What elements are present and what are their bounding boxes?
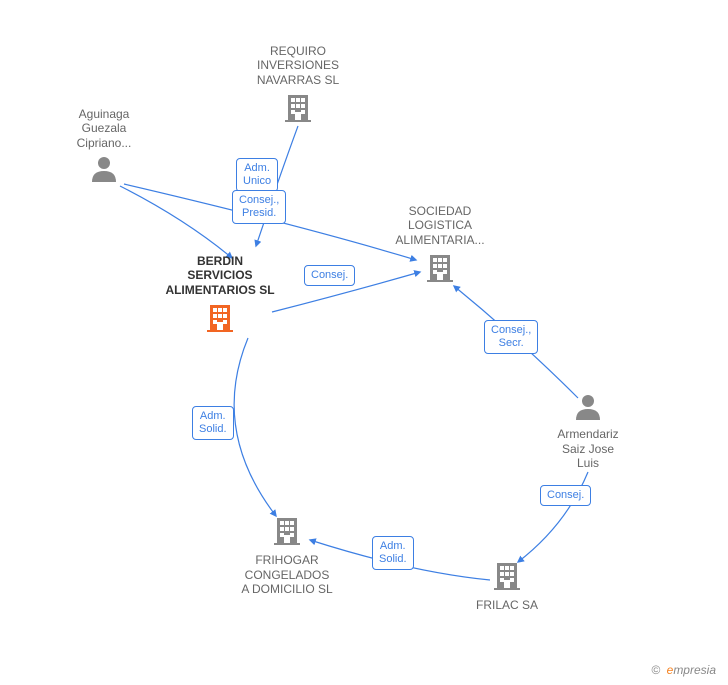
node-label: FRIHOGAR CONGELADOS A DOMICILIO SL bbox=[227, 553, 347, 596]
diagram-canvas: REQUIRO INVERSIONES NAVARRAS SL Aguinaga… bbox=[0, 0, 728, 685]
building-icon bbox=[204, 301, 236, 336]
node-aguinaga[interactable]: Aguinaga Guezala Cipriano... bbox=[44, 107, 164, 186]
edge-label-armend-frilac: Consej. bbox=[540, 485, 591, 506]
edge-label-aguinaga-berdin: Consej., Presid. bbox=[232, 190, 286, 224]
building-icon bbox=[282, 91, 314, 126]
node-label: FRILAC SA bbox=[447, 598, 567, 612]
copyright-symbol: © bbox=[651, 663, 660, 677]
brand-rest: mpresia bbox=[673, 663, 716, 677]
footer-copyright: © empresia bbox=[651, 663, 716, 677]
edge-aguinaga-berdin bbox=[120, 186, 232, 258]
edge-berdin-frihogar bbox=[234, 338, 276, 516]
node-sociedad[interactable]: SOCIEDAD LOGISTICA ALIMENTARIA... bbox=[380, 204, 500, 287]
edge-label-berdin-frihogar: Adm. Solid. bbox=[192, 406, 234, 440]
node-label: Armendariz Saiz Jose Luis bbox=[528, 427, 648, 470]
building-icon bbox=[271, 514, 303, 549]
edge-label-requiro-berdin: Adm. Unico bbox=[236, 158, 278, 192]
node-label: SOCIEDAD LOGISTICA ALIMENTARIA... bbox=[380, 204, 500, 247]
node-label: Aguinaga Guezala Cipriano... bbox=[44, 107, 164, 150]
building-icon bbox=[424, 251, 456, 286]
person-icon bbox=[90, 154, 118, 185]
node-label: BERDIN SERVICIOS ALIMENTARIOS SL bbox=[160, 254, 280, 297]
node-frihogar[interactable]: FRIHOGAR CONGELADOS A DOMICILIO SL bbox=[227, 514, 347, 597]
edge-label-berdin-sociedad: Consej. bbox=[304, 265, 355, 286]
building-icon bbox=[491, 559, 523, 594]
edge-label-frilac-frihogar: Adm. Solid. bbox=[372, 536, 414, 570]
edge-label-armend-sociedad: Consej., Secr. bbox=[484, 320, 538, 354]
node-label: REQUIRO INVERSIONES NAVARRAS SL bbox=[238, 44, 358, 87]
node-requiro[interactable]: REQUIRO INVERSIONES NAVARRAS SL bbox=[238, 44, 358, 127]
node-berdin[interactable]: BERDIN SERVICIOS ALIMENTARIOS SL bbox=[160, 254, 280, 337]
node-frilac[interactable]: FRILAC SA bbox=[447, 559, 567, 613]
person-icon bbox=[574, 392, 602, 423]
edges-layer bbox=[0, 0, 728, 685]
node-armend[interactable]: Armendariz Saiz Jose Luis bbox=[528, 392, 648, 471]
